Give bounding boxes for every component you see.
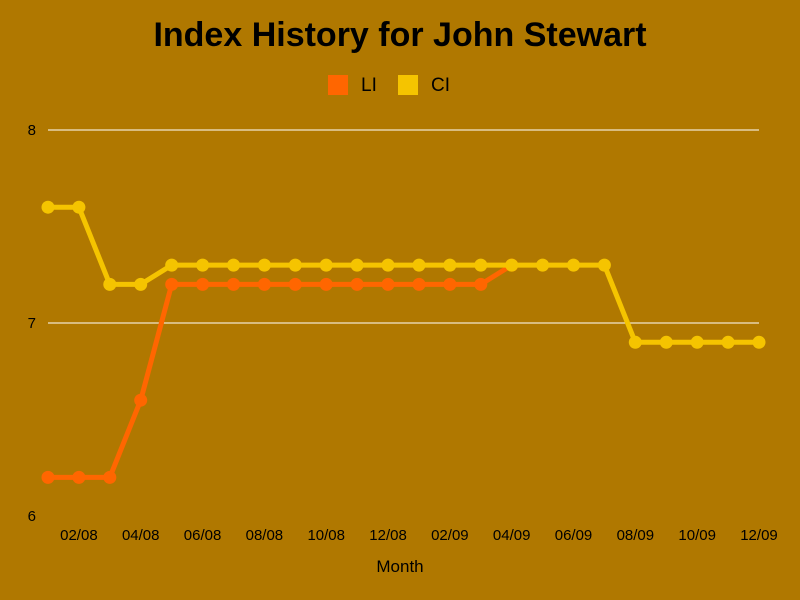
x-tick-label: 10/09 [678, 527, 716, 544]
data-point-li [134, 393, 148, 407]
x-tick-label: 06/09 [555, 527, 593, 544]
data-point-ci [103, 277, 117, 291]
data-point-ci [227, 258, 240, 272]
data-point-ci [412, 258, 426, 272]
x-tick-label: 10/08 [307, 527, 345, 544]
data-point-li [288, 277, 302, 291]
data-point-li [381, 277, 395, 291]
x-tick-label: 06/08 [184, 527, 222, 544]
data-point-ci [41, 200, 55, 214]
x-tick-label: 04/08 [122, 527, 160, 544]
data-point-ci [474, 258, 488, 272]
y-tick-label: 8 [28, 122, 36, 139]
data-point-li [72, 470, 86, 484]
data-point-ci [72, 200, 86, 214]
data-point-ci [443, 258, 457, 272]
legend-swatch-li [328, 75, 348, 95]
series-line-li [45, 262, 515, 480]
data-point-li [350, 277, 364, 291]
x-tick-label: 08/09 [617, 527, 655, 544]
data-point-ci [165, 258, 179, 272]
data-point-li [165, 277, 179, 291]
data-point-li [319, 277, 333, 291]
y-axis-ticks: 8 7 6 [28, 122, 36, 525]
data-point-li [227, 277, 240, 291]
chart-title: Index History for John Stewart [153, 16, 646, 54]
data-point-ci [381, 258, 395, 272]
x-axis-label: Month [376, 557, 423, 576]
y-tick-label: 7 [28, 315, 36, 332]
series-ci [41, 200, 766, 349]
legend: LI CI [328, 75, 450, 96]
x-tick-label: 12/08 [369, 527, 407, 544]
x-tick-label: 02/09 [431, 527, 469, 544]
data-point-ci [350, 258, 364, 272]
x-tick-label: 12/09 [740, 527, 778, 544]
x-tick-label: 04/09 [493, 527, 531, 544]
data-point-ci [288, 258, 302, 272]
data-point-ci [257, 258, 271, 272]
data-point-li [41, 470, 55, 484]
data-point-ci [567, 258, 580, 272]
data-point-ci [721, 335, 735, 349]
data-point-ci [628, 335, 642, 349]
data-point-ci [597, 258, 611, 272]
x-axis-ticks: 02/08 04/08 06/08 08/08 10/08 12/08 02/09 04/09… [60, 527, 778, 544]
legend-label-li: LI [361, 75, 377, 96]
gridlines [48, 129, 759, 324]
data-point-li [474, 277, 488, 291]
data-point-ci [752, 335, 766, 349]
data-point-ci [505, 258, 519, 272]
data-point-li [103, 470, 117, 484]
data-point-li [196, 277, 210, 291]
data-point-ci [690, 335, 704, 349]
data-point-ci [196, 258, 210, 272]
data-point-li [443, 277, 457, 291]
data-point-ci [134, 277, 148, 291]
data-point-ci [319, 258, 333, 272]
legend-swatch-ci [398, 75, 418, 95]
x-tick-label: 08/08 [246, 527, 284, 544]
series-layer [41, 200, 766, 484]
data-point-ci [659, 335, 673, 349]
data-point-li [412, 277, 426, 291]
data-point-ci [536, 258, 550, 272]
x-tick-label: 02/08 [60, 527, 98, 544]
data-point-li [257, 277, 271, 291]
y-tick-label: 6 [28, 508, 36, 525]
legend-label-ci: CI [431, 75, 450, 96]
